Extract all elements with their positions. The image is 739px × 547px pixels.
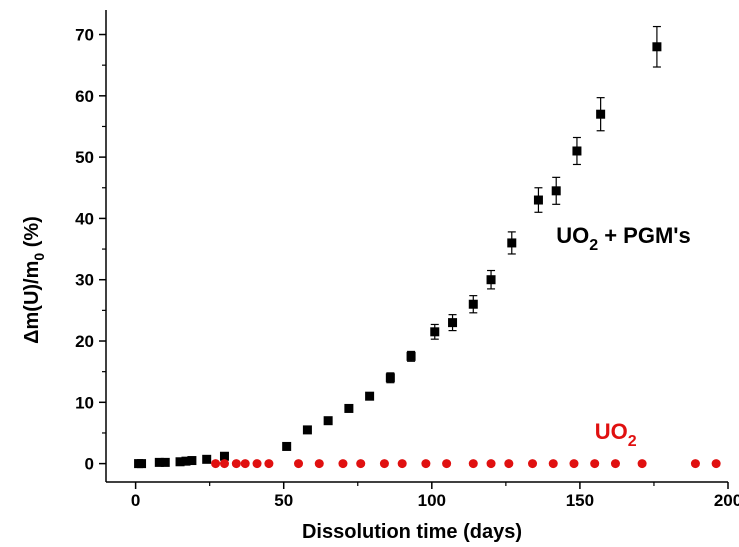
data-point-circle (231, 459, 241, 469)
data-point-circle (379, 459, 389, 469)
x-tick-label: 150 (566, 491, 594, 510)
data-point-square (137, 459, 147, 469)
x-tick-label: 200 (714, 491, 739, 510)
data-point-square (282, 441, 292, 451)
data-point-square (154, 457, 164, 467)
data-point-circle (637, 459, 647, 469)
data-point-circle (569, 459, 579, 469)
data-point-square (468, 299, 478, 309)
x-tick-label: 100 (418, 491, 446, 510)
data-point-square (323, 416, 333, 426)
data-point-circle (252, 459, 262, 469)
data-point-circle (610, 459, 620, 469)
data-point-square (551, 186, 561, 196)
data-point-circle (421, 459, 431, 469)
data-point-square (181, 456, 191, 466)
data-point-square (652, 42, 662, 52)
data-point-square (219, 451, 229, 461)
data-point-square (344, 403, 354, 413)
data-point-square (533, 195, 543, 205)
data-point-circle (264, 459, 274, 469)
data-point-circle (711, 459, 721, 469)
data-point-square (175, 457, 185, 467)
y-tick-label: 70 (75, 26, 94, 45)
data-point-circle (504, 459, 514, 469)
data-point-square (406, 351, 416, 361)
data-point-circle (590, 459, 600, 469)
axis-ticks: 0 50 100 150 200 0 10 20 30 40 50 60 70 (75, 26, 739, 510)
data-point-square (365, 391, 375, 401)
data-point-square (385, 373, 395, 383)
label-uo2: UO2 (595, 419, 637, 450)
data-point-square (302, 425, 312, 435)
data-point-circle (356, 459, 366, 469)
data-point-square (187, 456, 197, 466)
data-point-circle (528, 459, 538, 469)
data-point-circle (442, 459, 452, 469)
data-point-circle (468, 459, 478, 469)
series-2 (211, 459, 721, 469)
x-tick-label: 0 (131, 491, 140, 510)
data-point-square (448, 318, 458, 328)
data-point-circle (211, 459, 221, 469)
data-point-square (430, 327, 440, 337)
x-tick-label: 50 (274, 491, 293, 510)
y-tick-label: 10 (75, 393, 94, 412)
data-point-square (202, 454, 212, 464)
data-point-circle (486, 459, 496, 469)
data-point-circle (314, 459, 324, 469)
data-point-circle (219, 459, 229, 469)
data-point-circle (240, 459, 250, 469)
x-axis-title: Dissolution time (days) (302, 521, 522, 543)
y-tick-label: 60 (75, 87, 94, 106)
data-point-square (572, 146, 582, 156)
annotations: UO2 + PGM's UO2 (556, 223, 691, 450)
y-tick-label: 50 (75, 148, 94, 167)
data-point-square (596, 109, 606, 119)
data-point-circle (548, 459, 558, 469)
data-marks (134, 25, 721, 469)
data-point-circle (294, 459, 304, 469)
data-point-circle (690, 459, 700, 469)
data-point-square (507, 238, 517, 248)
data-point-circle (338, 459, 348, 469)
y-tick-label: 0 (85, 455, 94, 474)
y-tick-label: 30 (75, 271, 94, 290)
y-tick-label: 20 (75, 332, 94, 351)
series-1 (134, 25, 662, 469)
label-uo2-pgm: UO2 + PGM's (556, 223, 691, 254)
y-tick-label: 40 (75, 209, 94, 228)
data-point-square (160, 457, 170, 467)
y-axis-title: Δm(U)/m0 (%) (21, 216, 47, 344)
data-point-circle (397, 459, 407, 469)
data-point-square (486, 275, 496, 285)
